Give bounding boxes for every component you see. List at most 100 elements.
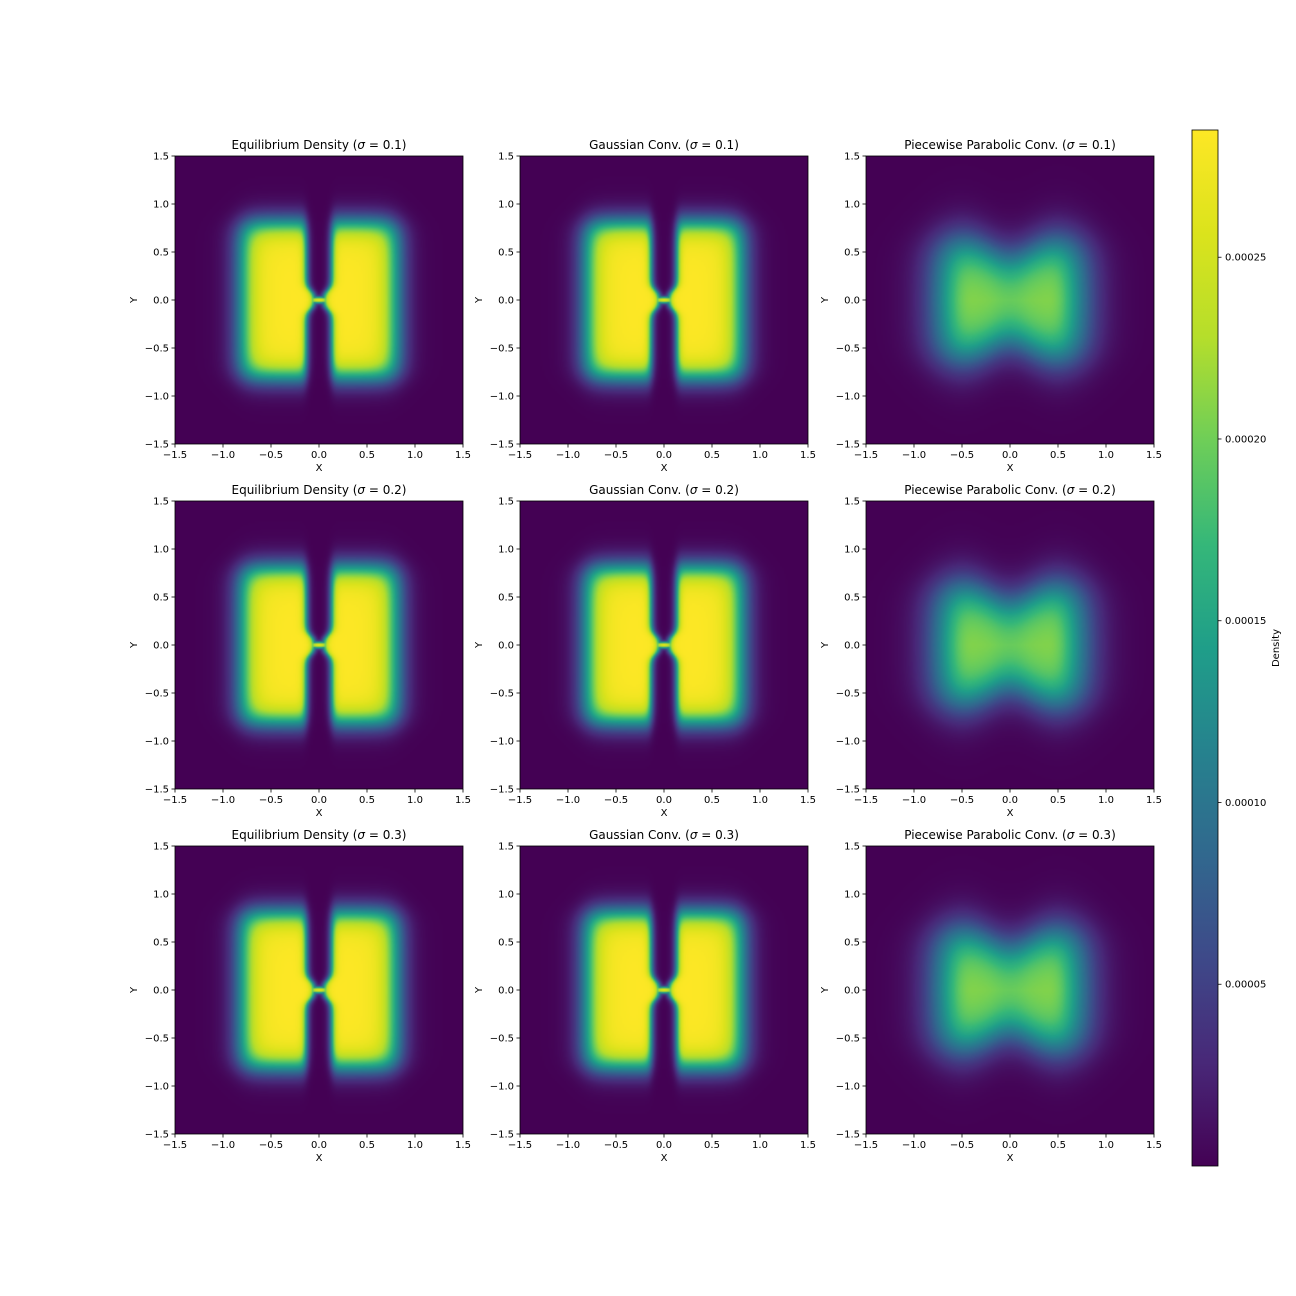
y-tick-label: 1.5	[153, 152, 169, 163]
x-tick-label: −0.5	[259, 795, 283, 806]
x-tick-label: 1.5	[800, 450, 816, 461]
panel-title-rest: = 0.3)	[365, 828, 406, 842]
x-tick-label: 1.5	[455, 1140, 471, 1151]
y-tick-label: 0.5	[498, 938, 514, 949]
x-tick-label: −0.5	[950, 1140, 974, 1151]
x-axis-label: X	[1007, 1153, 1014, 1164]
colorbar-label: Density	[1271, 629, 1282, 667]
y-tick-label: 1.5	[844, 842, 860, 853]
y-tick-label: 0.5	[844, 593, 860, 604]
x-tick-label: 1.0	[752, 450, 768, 461]
panel-title-rest: = 0.1)	[365, 138, 406, 152]
panel-title-main: Piecewise Parabolic Conv. (	[904, 828, 1066, 842]
x-tick-label: 1.5	[455, 795, 471, 806]
x-tick-label: 1.5	[800, 1140, 816, 1151]
panel-title-sigma: σ	[357, 483, 365, 497]
x-tick-label: 1.0	[752, 795, 768, 806]
y-tick-label: 1.0	[498, 200, 514, 211]
x-tick-label: −0.5	[950, 450, 974, 461]
panel-title-rest: = 0.3)	[697, 828, 738, 842]
panel-title-rest: = 0.2)	[365, 483, 406, 497]
y-tick-label: 1.5	[498, 497, 514, 508]
x-tick-label: −1.0	[211, 1140, 235, 1151]
x-tick-label: 0.5	[1050, 1140, 1066, 1151]
panel-title-sigma: σ	[1067, 138, 1075, 152]
y-tick-label: 1.5	[498, 152, 514, 163]
x-axis-label: X	[661, 463, 668, 474]
panel-title: Gaussian Conv. (σ = 0.2)	[589, 483, 739, 497]
panel-parabolic-3: Piecewise Parabolic Conv. (σ = 0.3) −1.5 −…	[820, 828, 1162, 1164]
panels-grid: Equilibrium Density (σ = 0.1)−1.5−1.5−1.…	[129, 138, 1162, 1164]
x-tick-label: 1.5	[1146, 1140, 1162, 1151]
panel-title: Piecewise Parabolic Conv. (σ = 0.3)	[904, 828, 1116, 842]
colorbar-tick-label: 0.00005	[1225, 980, 1266, 991]
x-tick-label: −0.5	[604, 795, 628, 806]
y-tick-label: 0.0	[153, 296, 169, 307]
panel-title-main: Gaussian Conv. (	[589, 483, 690, 497]
x-tick-label: 1.0	[1098, 795, 1114, 806]
y-tick-label: 0.0	[153, 986, 169, 997]
x-tick-label: −1.0	[556, 450, 580, 461]
x-tick-label: 1.5	[455, 450, 471, 461]
heatmap-image	[175, 501, 463, 789]
x-tick-label: 1.0	[752, 1140, 768, 1151]
y-tick-label: 0.5	[153, 593, 169, 604]
x-axis-label: X	[316, 808, 323, 819]
x-tick-label: 0.5	[1050, 795, 1066, 806]
y-tick-label: −0.5	[836, 689, 860, 700]
x-tick-label: 0.0	[656, 450, 672, 461]
panel-equilibrium-1: Equilibrium Density (σ = 0.1) −1.5−1.5 −1.…	[129, 138, 471, 474]
y-tick-label: −1.5	[490, 785, 514, 796]
y-tick-label: −1.5	[836, 785, 860, 796]
x-tick-label: −1.5	[508, 450, 532, 461]
x-tick-label: −1.0	[902, 1140, 926, 1151]
panel-title: Equilibrium Density (σ = 0.2)	[232, 483, 407, 497]
x-tick-label: −1.5	[163, 795, 187, 806]
panel-parabolic-2: Piecewise Parabolic Conv. (σ = 0.2)−1.5−…	[820, 483, 1162, 819]
x-tick-label: −0.5	[604, 450, 628, 461]
x-tick-label: 1.0	[407, 450, 423, 461]
colorbar-ticks: 0.00005 0.00010 0.00015 0.00020 0.00025	[1218, 253, 1266, 991]
y-tick-label: 1.5	[153, 842, 169, 853]
y-tick-label: −0.5	[145, 1034, 169, 1045]
y-tick-label: −1.5	[836, 440, 860, 451]
x-tick-label: 0.5	[1050, 450, 1066, 461]
x-tick-label: −0.5	[604, 1140, 628, 1151]
y-tick-label: −1.0	[145, 1082, 169, 1093]
y-tick-label: 0.5	[153, 248, 169, 259]
x-tick-label: −1.0	[902, 450, 926, 461]
x-tick-label: −0.5	[950, 795, 974, 806]
x-tick-label: 0.5	[704, 795, 720, 806]
y-tick-label: 1.0	[498, 890, 514, 901]
panel-title-main: Gaussian Conv. (	[589, 828, 690, 842]
y-tick-label: −1.5	[490, 440, 514, 451]
colorbar-tick-label: 0.00010	[1225, 798, 1266, 809]
y-tick-label: 0.0	[498, 296, 514, 307]
y-tick-label: 0.0	[153, 641, 169, 652]
y-tick-label: −0.5	[145, 344, 169, 355]
y-tick-label: 1.5	[844, 152, 860, 163]
y-tick-label: −1.0	[145, 392, 169, 403]
panel-gaussian-3: Gaussian Conv. (σ = 0.3) −1.5−1.5 −1.0 −1.0…	[474, 828, 816, 1164]
x-tick-label: −1.0	[556, 1140, 580, 1151]
heatmap-image	[520, 846, 808, 1134]
heatmap-image	[520, 501, 808, 789]
panel-title-main: Equilibrium Density (	[232, 828, 358, 842]
panel-title-main: Gaussian Conv. (	[589, 138, 690, 152]
x-tick-label: −0.5	[259, 1140, 283, 1151]
colorbar-tick-label: 0.00015	[1225, 616, 1266, 627]
x-tick-label: 1.0	[407, 795, 423, 806]
x-tick-label: 1.5	[800, 795, 816, 806]
y-tick-label: −1.0	[836, 392, 860, 403]
colorbar: 0.00005 0.00010 0.00015 0.00020 0.00025 Dens…	[1191, 129, 1282, 1167]
y-tick-label: −1.0	[836, 1082, 860, 1093]
y-tick-label: −1.0	[836, 737, 860, 748]
x-tick-label: 1.0	[1098, 450, 1114, 461]
panel-title: Gaussian Conv. (σ = 0.1)	[589, 138, 739, 152]
x-tick-label: 0.5	[704, 1140, 720, 1151]
y-tick-label: −1.0	[490, 1082, 514, 1093]
x-tick-label: −0.5	[259, 450, 283, 461]
x-tick-label: −1.5	[854, 450, 878, 461]
panel-title-main: Piecewise Parabolic Conv. (	[904, 138, 1066, 152]
x-tick-label: −1.5	[854, 1140, 878, 1151]
